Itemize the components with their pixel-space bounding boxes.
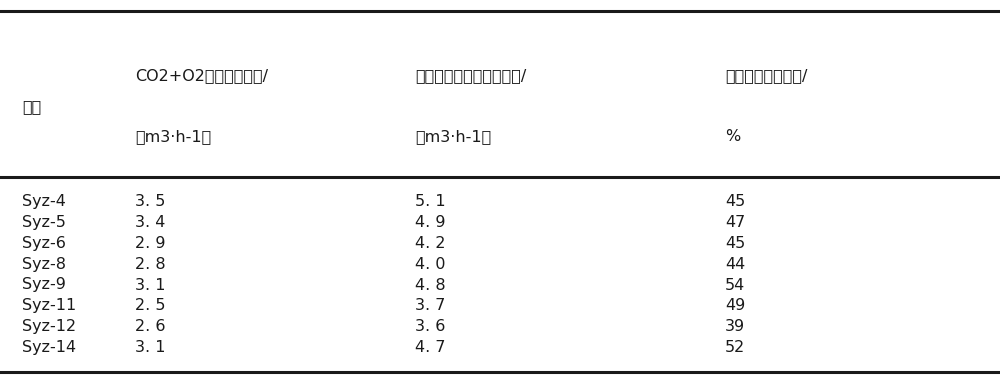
- Text: Syz-8: Syz-8: [22, 256, 66, 272]
- Text: 4. 7: 4. 7: [415, 340, 446, 355]
- Text: 2. 9: 2. 9: [135, 236, 166, 251]
- Text: 3. 4: 3. 4: [135, 215, 165, 230]
- Text: Syz-14: Syz-14: [22, 340, 76, 355]
- Text: Syz-12: Syz-12: [22, 319, 76, 334]
- Text: （m3·h-1）: （m3·h-1）: [415, 129, 491, 144]
- Text: 3. 5: 3. 5: [135, 194, 165, 209]
- Text: 3. 1: 3. 1: [135, 340, 166, 355]
- Text: 39: 39: [725, 319, 745, 334]
- Text: %: %: [725, 129, 740, 144]
- Text: 4. 2: 4. 2: [415, 236, 446, 251]
- Text: 49: 49: [725, 298, 745, 314]
- Text: CO2+O2浸出时注液量/: CO2+O2浸出时注液量/: [135, 68, 268, 84]
- Text: 孔号: 孔号: [22, 99, 41, 114]
- Text: 注液量提高百分比/: 注液量提高百分比/: [725, 68, 807, 84]
- Text: 4. 9: 4. 9: [415, 215, 446, 230]
- Text: Syz-4: Syz-4: [22, 194, 66, 209]
- Text: （m3·h-1）: （m3·h-1）: [135, 129, 211, 144]
- Text: 3. 6: 3. 6: [415, 319, 445, 334]
- Text: 3. 1: 3. 1: [135, 277, 166, 293]
- Text: 3. 7: 3. 7: [415, 298, 445, 314]
- Text: 4. 0: 4. 0: [415, 256, 446, 272]
- Text: 混合有机酸浸出时注液量/: 混合有机酸浸出时注液量/: [415, 68, 526, 84]
- Text: 4. 8: 4. 8: [415, 277, 446, 293]
- Text: Syz-5: Syz-5: [22, 215, 66, 230]
- Text: 5. 1: 5. 1: [415, 194, 446, 209]
- Text: 47: 47: [725, 215, 745, 230]
- Text: 2. 5: 2. 5: [135, 298, 166, 314]
- Text: Syz-9: Syz-9: [22, 277, 66, 293]
- Text: 2. 8: 2. 8: [135, 256, 166, 272]
- Text: 44: 44: [725, 256, 745, 272]
- Text: 54: 54: [725, 277, 745, 293]
- Text: Syz-6: Syz-6: [22, 236, 66, 251]
- Text: 2. 6: 2. 6: [135, 319, 166, 334]
- Text: 52: 52: [725, 340, 745, 355]
- Text: 45: 45: [725, 194, 745, 209]
- Text: 45: 45: [725, 236, 745, 251]
- Text: Syz-11: Syz-11: [22, 298, 76, 314]
